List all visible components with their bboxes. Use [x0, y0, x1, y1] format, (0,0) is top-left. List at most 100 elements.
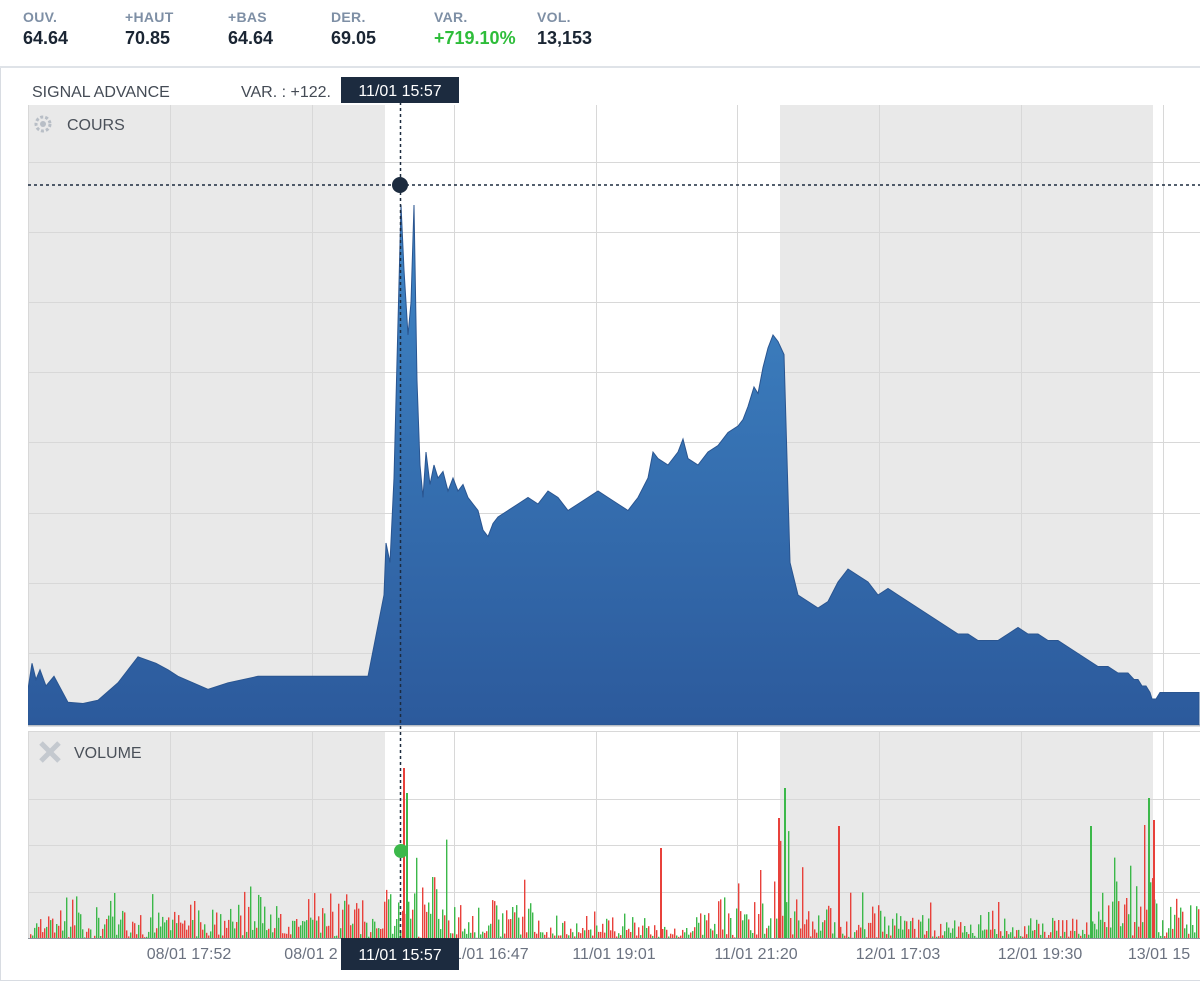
- volume-bar: [422, 887, 424, 938]
- volume-bar: [1052, 917, 1054, 938]
- volume-bar: [624, 913, 626, 938]
- volume-bar: [116, 934, 118, 938]
- volume-bar: [380, 929, 382, 938]
- volume-bar: [1030, 918, 1032, 938]
- volume-bar: [676, 935, 678, 938]
- volume-bar: [586, 916, 588, 938]
- volume-bar: [394, 925, 396, 938]
- session-shade: [780, 731, 1153, 938]
- volume-bar: [172, 919, 174, 938]
- volume-bar: [882, 931, 884, 938]
- volume-bar: [956, 936, 958, 938]
- volume-bar: [102, 928, 104, 938]
- volume-bar: [912, 917, 914, 938]
- volume-bar: [550, 927, 552, 938]
- volume-bar: [62, 930, 64, 938]
- volume-bar: [718, 901, 720, 938]
- volume-bar: [802, 867, 804, 938]
- volume-bar: [818, 915, 820, 938]
- volume-bar: [560, 935, 562, 938]
- volume-bar: [350, 925, 352, 938]
- volume-bar: [338, 903, 340, 938]
- volume-bar: [390, 894, 392, 938]
- stat-label: +BAS: [228, 9, 267, 25]
- volume-bar: [58, 925, 60, 938]
- volume-bar: [122, 910, 124, 938]
- volume-bar: [352, 923, 354, 938]
- volume-bar: [986, 929, 988, 938]
- volume-bar: [752, 933, 754, 938]
- volume-bar: [766, 928, 768, 938]
- volume-bar: [770, 918, 772, 938]
- volume-bar: [746, 914, 748, 938]
- volume-bar: [580, 933, 582, 938]
- volume-bar: [520, 934, 522, 938]
- volume-bar: [436, 889, 438, 938]
- volume-bar: [596, 925, 598, 938]
- volume-bar: [326, 926, 328, 938]
- volume-bar: [212, 909, 214, 938]
- volume-bar: [474, 932, 476, 938]
- volume-bar: [1032, 930, 1034, 938]
- stat-high: +HAUT 70.85: [125, 9, 174, 49]
- volume-bar: [440, 929, 442, 938]
- volume-bar: [628, 928, 630, 938]
- volume-bar: [118, 924, 120, 938]
- volume-bar: [1122, 923, 1124, 938]
- volume-bar: [216, 912, 218, 938]
- volume-bar: [924, 934, 926, 938]
- volume-bar: [822, 922, 824, 938]
- volume-bar: [1034, 930, 1036, 938]
- volume-bar: [504, 933, 506, 938]
- volume-bar: [646, 928, 648, 938]
- volume-bar: [282, 933, 284, 938]
- volume-bar: [388, 899, 390, 938]
- chart-frame: [0, 68, 1200, 981]
- volume-bar: [920, 921, 922, 938]
- volume-bar: [340, 928, 342, 938]
- settings-icon[interactable]: [34, 115, 52, 133]
- volume-bar: [164, 922, 166, 938]
- volume-bar: [50, 920, 52, 938]
- volume-bar: [1080, 935, 1082, 938]
- volume-bar: [868, 922, 870, 938]
- volume-bar: [490, 923, 492, 938]
- volume-bar: [754, 902, 756, 938]
- volume-bar: [312, 919, 314, 938]
- volume-bar: [244, 891, 246, 938]
- close-icon[interactable]: [39, 741, 61, 763]
- volume-bar: [1153, 820, 1155, 938]
- volume-bar: [748, 919, 750, 938]
- volume-bar: [190, 904, 192, 938]
- volume-bar: [592, 935, 594, 938]
- volume-bar: [838, 826, 840, 938]
- volume-bar: [1086, 922, 1088, 938]
- stat-label: VAR.: [434, 9, 468, 25]
- volume-bar: [1010, 932, 1012, 938]
- volume-bar: [322, 908, 324, 938]
- volume-bar: [900, 916, 902, 938]
- volume-bar: [612, 917, 614, 938]
- volume-bar: [756, 934, 758, 938]
- volume-bar: [942, 935, 944, 938]
- volume-bar: [1160, 935, 1162, 938]
- volume-bar: [1084, 934, 1086, 938]
- volume-bar: [198, 910, 200, 938]
- volume-bar: [804, 924, 806, 938]
- x-tick-label: 08/01 2: [284, 946, 337, 963]
- volume-bar: [1088, 934, 1090, 938]
- price-volume-chart[interactable]: SIGNAL ADVANCE VAR. : +122. COURS VOLUME…: [0, 68, 1200, 980]
- volume-bar: [996, 934, 998, 938]
- volume-bar: [866, 937, 868, 938]
- volume-bar: [800, 928, 802, 938]
- volume-bar: [856, 930, 858, 938]
- volume-bar: [1108, 905, 1110, 938]
- volume-bar: [522, 916, 524, 938]
- volume-bar: [844, 935, 846, 938]
- volume-bar: [720, 899, 722, 938]
- volume-bar: [1006, 931, 1008, 938]
- volume-bar: [684, 932, 686, 938]
- volume-bar: [712, 930, 714, 938]
- price-panel: [28, 204, 1200, 725]
- volume-bar: [1140, 906, 1142, 938]
